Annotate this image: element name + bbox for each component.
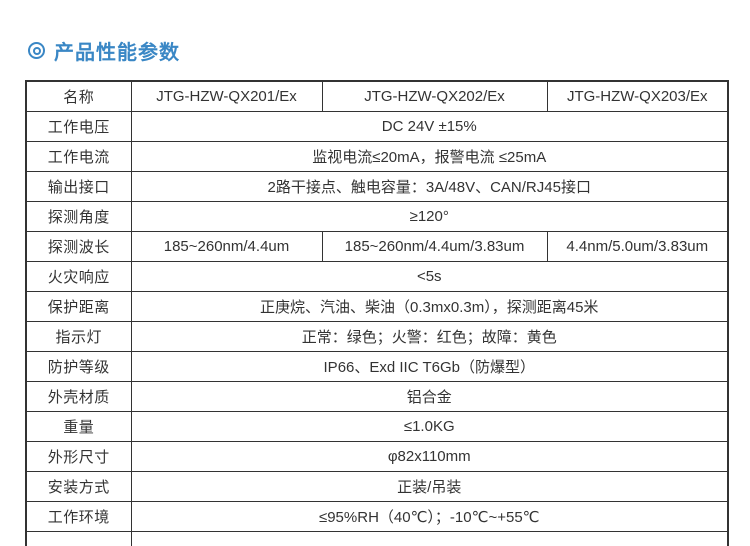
spec-value: <5s [130,260,729,292]
spec-value: 正常：绿色；火警：红色；故障：黄色 [130,320,729,352]
spec-value: 正装/吊装 [130,470,729,502]
spec-value: 正庚烷、汽油、柴油（0.3mx0.3m），探测距离45米 [130,290,729,322]
spec-label: 火灾响应 [25,260,132,292]
spec-label: 工作电压 [25,110,132,142]
bullseye-icon [28,42,45,59]
spec-value: ≤95%RH（40℃）；-10℃~+55℃ [130,500,729,532]
spec-row-weight: 重量 ≤1.0KG [25,410,729,442]
spec-value: 铝合金 [130,380,729,412]
spec-value: 2路干接点、触电容量：3A/48V、CAN/RJ45接口 [130,170,729,202]
spec-value: DC 24V ±15% [130,110,729,142]
spec-row-protection: 防护等级 IP66、Exd IIC T6Gb（防爆型） [25,350,729,382]
spec-label: 探测波长 [25,230,132,262]
spec-value: IP66、Exd IIC T6Gb（防爆型） [130,350,729,382]
spec-value: 监视电流≤20mA，报警电流 ≤25mA [130,140,729,172]
section-header: 产品性能参数 [28,37,750,64]
spec-value-model-2: JTG-HZW-QX202/Ex [321,80,548,112]
spec-row-voltage: 工作电压 DC 24V ±15% [25,110,729,142]
spec-label: 探测角度 [25,200,132,232]
spec-row-wavelength: 探测波长 185~260nm/4.4um 185~260nm/4.4um/3.8… [25,230,729,262]
spec-row-name: 名称 JTG-HZW-QX201/Ex JTG-HZW-QX202/Ex JTG… [25,80,729,112]
spec-row-dimensions: 外形尺寸 φ82x110mm [25,440,729,472]
spec-value [130,530,729,546]
spec-value-model-1: 185~260nm/4.4um [130,230,323,262]
spec-row-response: 火灾响应 <5s [25,260,729,292]
spec-label: 工作环境 [25,500,132,532]
spec-label: 重量 [25,410,132,442]
spec-label: 指示灯 [25,320,132,352]
spec-table: 名称 JTG-HZW-QX201/Ex JTG-HZW-QX202/Ex JTG… [25,80,729,546]
spec-label: 防护等级 [25,350,132,382]
spec-value-model-3: JTG-HZW-QX203/Ex [546,80,729,112]
spec-value: φ82x110mm [130,440,729,472]
page-title: 产品性能参数 [54,42,180,64]
spec-label: 安装方式 [25,470,132,502]
spec-row-clipped [25,530,729,546]
spec-row-angle: 探测角度 ≥120° [25,200,729,232]
spec-label [25,530,132,546]
spec-row-material: 外壳材质 铝合金 [25,380,729,412]
spec-value-model-3: 4.4nm/5.0um/3.83um [546,230,729,262]
spec-row-indicator: 指示灯 正常：绿色；火警：红色；故障：黄色 [25,320,729,352]
spec-value: ≤1.0KG [130,410,729,442]
spec-row-output: 输出接口 2路干接点、触电容量：3A/48V、CAN/RJ45接口 [25,170,729,202]
spec-row-distance: 保护距离 正庚烷、汽油、柴油（0.3mx0.3m），探测距离45米 [25,290,729,322]
spec-row-environment: 工作环境 ≤95%RH（40℃）；-10℃~+55℃ [25,500,729,532]
spec-row-mounting: 安装方式 正装/吊装 [25,470,729,502]
spec-label: 保护距离 [25,290,132,322]
spec-label: 名称 [25,80,132,112]
spec-row-current: 工作电流 监视电流≤20mA，报警电流 ≤25mA [25,140,729,172]
bullseye-inner-dot [32,46,41,55]
spec-value: ≥120° [130,200,729,232]
spec-label: 外形尺寸 [25,440,132,472]
spec-label: 外壳材质 [25,380,132,412]
spec-label: 工作电流 [25,140,132,172]
spec-value-model-1: JTG-HZW-QX201/Ex [130,80,323,112]
spec-label: 输出接口 [25,170,132,202]
spec-value-model-2: 185~260nm/4.4um/3.83um [321,230,548,262]
